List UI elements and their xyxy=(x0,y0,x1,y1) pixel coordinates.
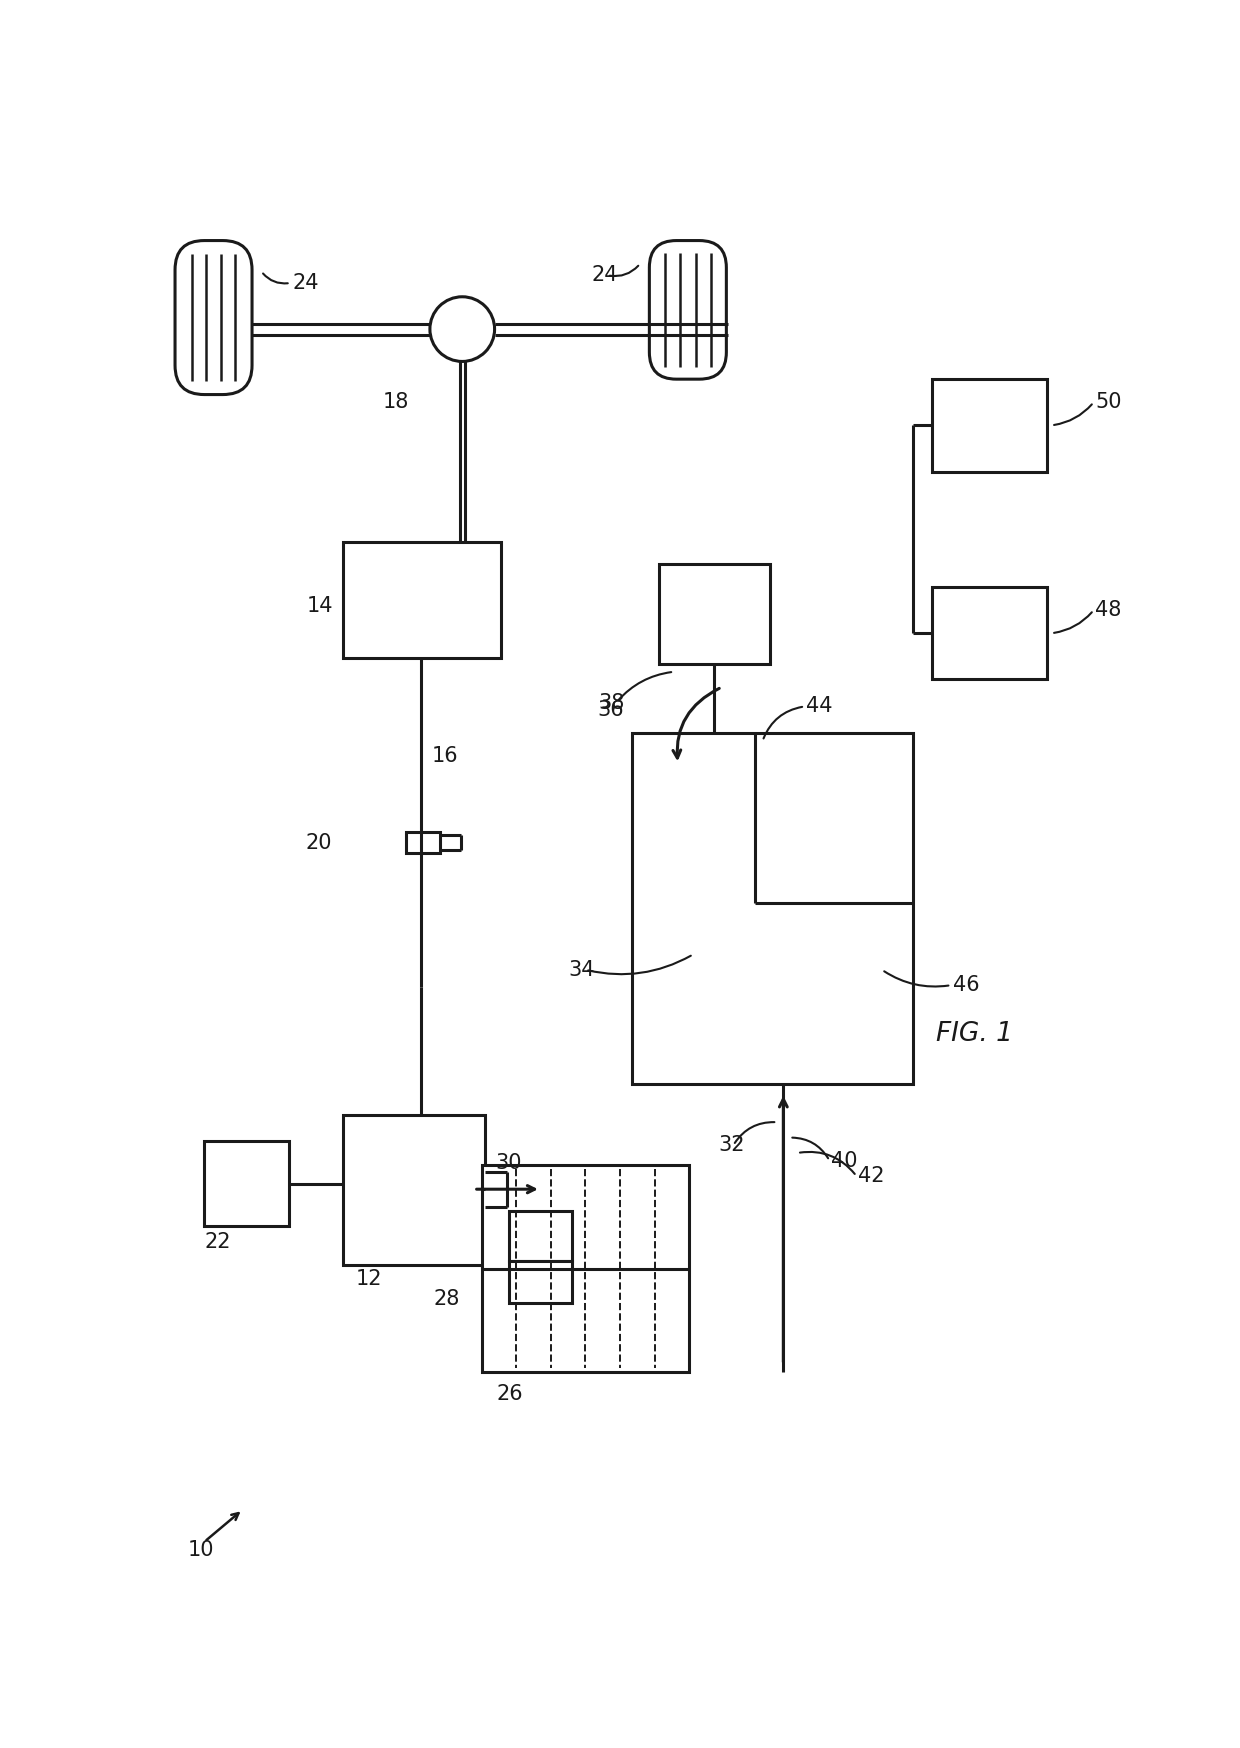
Text: 30: 30 xyxy=(495,1154,522,1173)
Text: 48: 48 xyxy=(1095,600,1121,621)
Text: 18: 18 xyxy=(383,392,409,413)
Bar xyxy=(343,1115,485,1264)
FancyBboxPatch shape xyxy=(650,241,727,379)
Text: 10: 10 xyxy=(187,1540,213,1559)
Text: 40: 40 xyxy=(831,1150,858,1171)
Bar xyxy=(405,832,440,853)
Bar xyxy=(932,379,1048,472)
Text: 20: 20 xyxy=(306,832,332,853)
Bar xyxy=(343,542,501,657)
Text: 34: 34 xyxy=(568,960,595,979)
Text: 26: 26 xyxy=(497,1384,523,1404)
Text: 36: 36 xyxy=(596,701,624,720)
Bar xyxy=(510,1211,573,1260)
Text: FIG. 1: FIG. 1 xyxy=(936,1021,1013,1047)
Bar xyxy=(932,587,1048,680)
Bar xyxy=(481,1164,689,1372)
Text: 16: 16 xyxy=(432,746,458,766)
Text: 28: 28 xyxy=(434,1290,460,1309)
Text: 42: 42 xyxy=(858,1166,884,1187)
Text: 14: 14 xyxy=(306,596,334,617)
Text: 32: 32 xyxy=(718,1134,744,1155)
Text: 44: 44 xyxy=(806,696,833,717)
Text: 24: 24 xyxy=(591,266,618,285)
Text: 46: 46 xyxy=(952,975,980,995)
Bar xyxy=(510,1260,573,1304)
Text: 22: 22 xyxy=(205,1232,231,1252)
Bar xyxy=(205,1141,289,1225)
Text: 24: 24 xyxy=(293,273,319,294)
Text: 12: 12 xyxy=(355,1269,382,1288)
Text: 50: 50 xyxy=(1095,392,1122,413)
Bar xyxy=(631,734,913,1084)
Bar xyxy=(658,565,770,664)
Text: 38: 38 xyxy=(599,692,625,713)
FancyBboxPatch shape xyxy=(175,241,252,395)
